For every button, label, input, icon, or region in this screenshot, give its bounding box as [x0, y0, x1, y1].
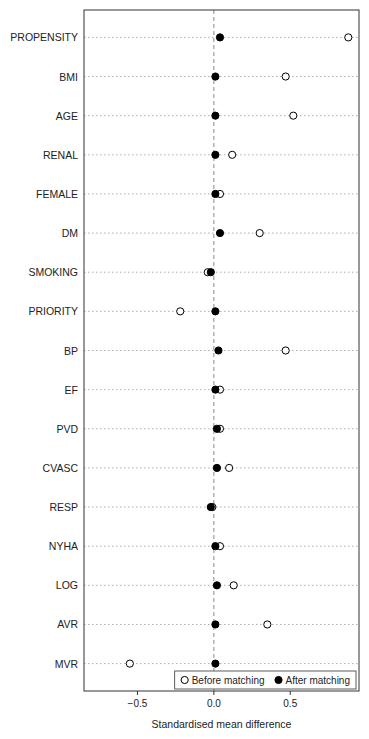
point — [215, 347, 222, 354]
tick-label: 0.5 — [283, 698, 297, 709]
point — [177, 308, 184, 315]
grid-line — [84, 76, 359, 77]
point — [212, 112, 219, 119]
category-label: BP — [64, 345, 78, 357]
category-label: PVD — [56, 423, 78, 435]
grid-line — [84, 311, 359, 312]
point — [126, 660, 133, 667]
point — [256, 229, 263, 236]
point — [229, 151, 236, 158]
category-label: DM — [62, 227, 78, 239]
point — [264, 621, 271, 628]
point — [282, 73, 289, 80]
grid-line — [84, 585, 359, 586]
legend-box — [175, 671, 356, 689]
point — [212, 190, 219, 197]
point — [212, 621, 219, 628]
legend-marker — [181, 676, 188, 683]
category-label: FEMALE — [36, 188, 78, 200]
frame — [84, 10, 359, 691]
legend-label: After matching — [286, 675, 350, 686]
point — [212, 151, 219, 158]
legend-label: Before matching — [192, 675, 265, 686]
point — [212, 660, 219, 667]
point — [212, 386, 219, 393]
point — [345, 34, 352, 41]
point — [213, 582, 220, 589]
tick-mark — [137, 691, 138, 695]
category-label: RESP — [49, 501, 78, 513]
point — [230, 582, 237, 589]
tick-mark — [290, 691, 291, 695]
category-label: PROPENSITY — [10, 31, 78, 43]
point — [216, 229, 223, 236]
legend-marker — [275, 676, 282, 683]
point — [213, 464, 220, 471]
point — [212, 73, 219, 80]
point — [213, 425, 220, 432]
point — [212, 308, 219, 315]
point — [290, 112, 297, 119]
series — [126, 34, 352, 667]
tick-mark — [213, 691, 214, 695]
category-label: CVASC — [43, 462, 79, 474]
point — [216, 34, 223, 41]
category-label: SMOKING — [28, 266, 78, 278]
category-label: BMI — [59, 71, 78, 83]
marks — [126, 34, 352, 667]
category-label: EF — [65, 384, 78, 396]
grid-line — [84, 507, 359, 508]
category-label: MVR — [55, 658, 79, 670]
category-label: PRIORITY — [28, 305, 78, 317]
point — [207, 269, 214, 276]
point — [207, 503, 214, 510]
category-label: AGE — [56, 110, 78, 122]
tick-label: −0.5 — [128, 698, 148, 709]
legend: Before matching After matching — [175, 671, 356, 689]
grid-line — [84, 115, 359, 116]
category-label: NYHA — [49, 540, 78, 552]
grid-line — [84, 154, 359, 155]
grid-line — [84, 624, 359, 625]
grid-line — [84, 663, 359, 664]
point — [226, 464, 233, 471]
point — [282, 347, 289, 354]
category-label: AVR — [57, 618, 78, 630]
grid-line — [84, 467, 359, 468]
category-label: LOG — [56, 579, 78, 591]
grid-line — [84, 272, 359, 273]
series — [207, 34, 223, 667]
chart: PROPENSITY BMI AGE RENAL FEMALE DM SMOKING PRIO… — [0, 0, 369, 739]
category-label: RENAL — [43, 149, 78, 161]
axis-title: Standardised mean difference — [152, 718, 292, 730]
tick-label: 0.0 — [207, 698, 221, 709]
plot-area — [84, 10, 359, 691]
point — [212, 543, 219, 550]
